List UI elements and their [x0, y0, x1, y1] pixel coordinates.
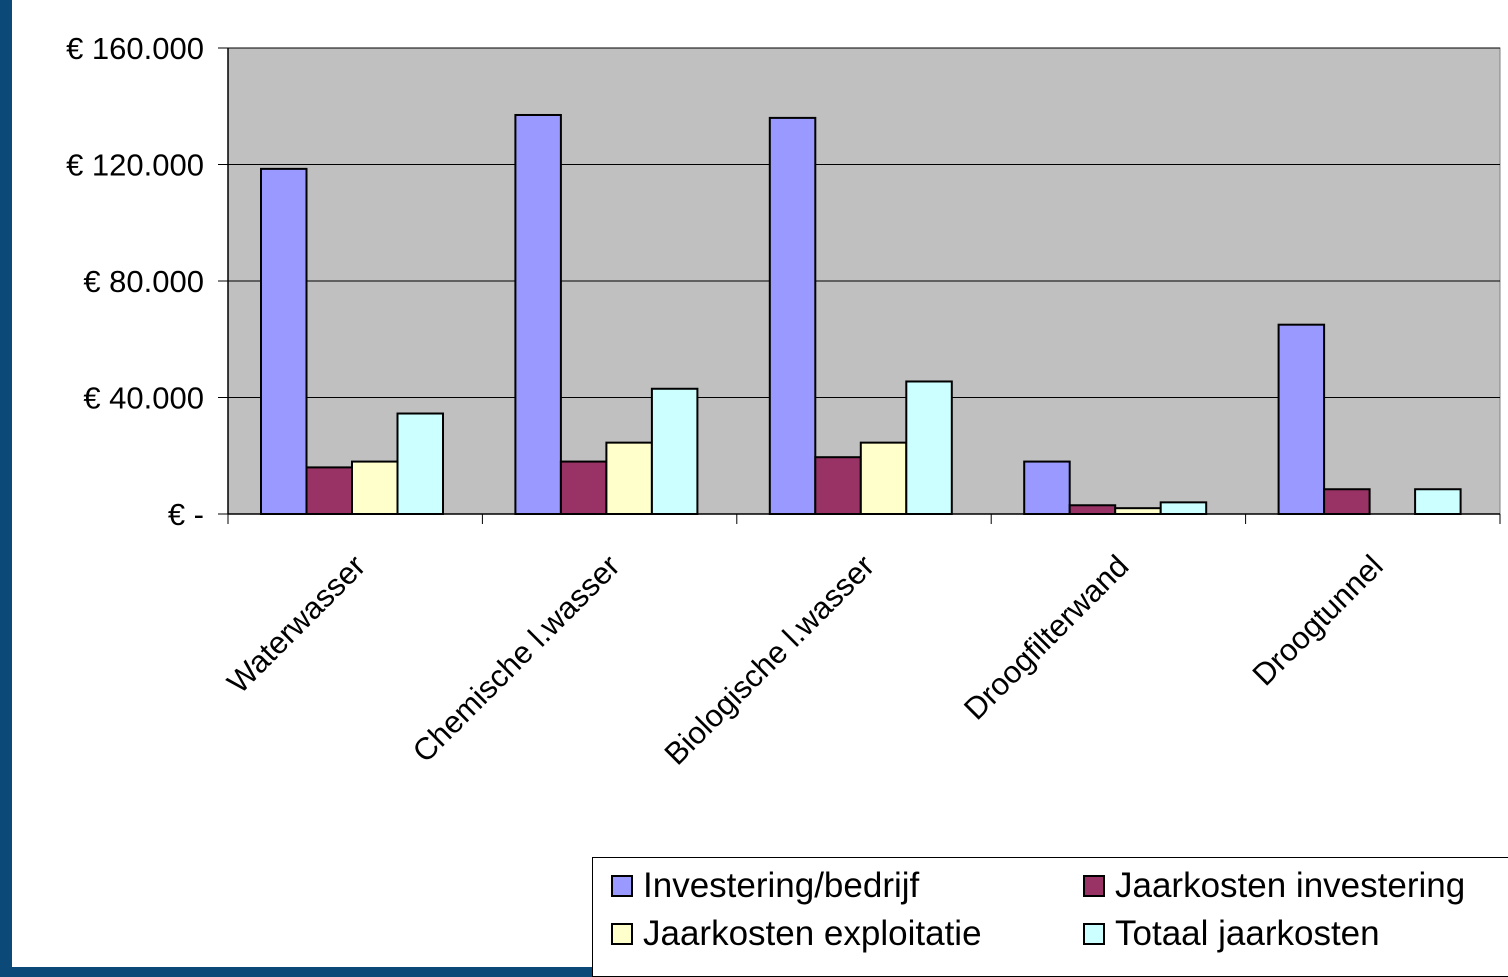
- bar-investering-bedrijf-droogtunnel: [1277, 323, 1326, 515]
- legend-label-jaarkosten-investering: Jaarkosten investering: [1115, 866, 1466, 905]
- bar-jaarkosten-exploitatie-biologische-l-wasser: [859, 441, 908, 515]
- bar-jaarkosten-investering-waterwasser: [305, 466, 353, 515]
- legend: Investering/bedrijf Jaarkosten investeri…: [592, 857, 1508, 977]
- x-tick-label: Droogtunnel: [1246, 548, 1390, 692]
- bar-jaarkosten-investering-biologische-l-wasser: [814, 456, 862, 515]
- bar-totaal-jaarkosten-droogfilterwand: [1159, 501, 1208, 516]
- bar-jaarkosten-exploitatie-droogfilterwand: [1114, 507, 1162, 515]
- bar-investering-bedrijf-droogfilterwand: [1023, 460, 1071, 516]
- x-tick-label: Biologische l.wasser: [658, 548, 881, 771]
- bar-chart: € 160.000 € 120.000 € 80.000 € 40.000 € - Wat…: [66, 31, 1501, 772]
- bar-jaarkosten-investering-droogtunnel: [1323, 488, 1371, 515]
- legend-item-jaarkosten-investering: Jaarkosten investering: [1083, 866, 1465, 906]
- legend-label-totaal-jaarkosten: Totaal jaarkosten: [1115, 914, 1380, 953]
- y-tick-label: € -: [168, 497, 204, 532]
- legend-item-investering-bedrijf: Investering/bedrijf: [611, 866, 919, 906]
- legend-item-jaarkosten-exploitatie: Jaarkosten exploitatie: [611, 914, 982, 954]
- legend-swatch-jaarkosten-investering: [1083, 875, 1105, 897]
- x-tick-label: Waterwasser: [220, 548, 372, 700]
- y-tick-label: € 40.000: [83, 381, 204, 416]
- bar-totaal-jaarkosten-biologische-l-wasser: [905, 380, 953, 516]
- bar-totaal-jaarkosten-chemische-l-wasser: [650, 387, 699, 516]
- bar-totaal-jaarkosten-waterwasser: [396, 412, 444, 515]
- legend-swatch-jaarkosten-exploitatie: [611, 923, 633, 945]
- chart-frame: € 160.000 € 120.000 € 80.000 € 40.000 € - Wat…: [12, 0, 1508, 977]
- bar-jaarkosten-investering-chemische-l-wasser: [559, 460, 608, 516]
- bar-jaarkosten-investering-droogfilterwand: [1068, 504, 1117, 516]
- legend-label-jaarkosten-exploitatie: Jaarkosten exploitatie: [643, 914, 982, 953]
- legend-swatch-investering-bedrijf: [611, 875, 633, 897]
- x-tick-label: Chemische l.wasser: [406, 548, 627, 769]
- y-tick-label: € 120.000: [66, 148, 204, 183]
- legend-item-totaal-jaarkosten: Totaal jaarkosten: [1083, 914, 1380, 954]
- legend-swatch-totaal-jaarkosten: [1083, 923, 1105, 945]
- bar-investering-bedrijf-biologische-l-wasser: [768, 116, 817, 516]
- y-tick-label: € 80.000: [83, 264, 204, 299]
- bar-jaarkosten-exploitatie-chemische-l-wasser: [605, 441, 653, 515]
- y-tick-label: € 160.000: [66, 31, 204, 66]
- legend-label-investering-bedrijf: Investering/bedrijf: [643, 866, 920, 905]
- bar-investering-bedrijf-waterwasser: [260, 167, 308, 515]
- bar-investering-bedrijf-chemische-l-wasser: [514, 113, 562, 516]
- bar-jaarkosten-exploitatie-waterwasser: [351, 460, 399, 516]
- bar-totaal-jaarkosten-droogtunnel: [1414, 488, 1462, 515]
- x-tick-label: Droogfilterwand: [957, 548, 1135, 726]
